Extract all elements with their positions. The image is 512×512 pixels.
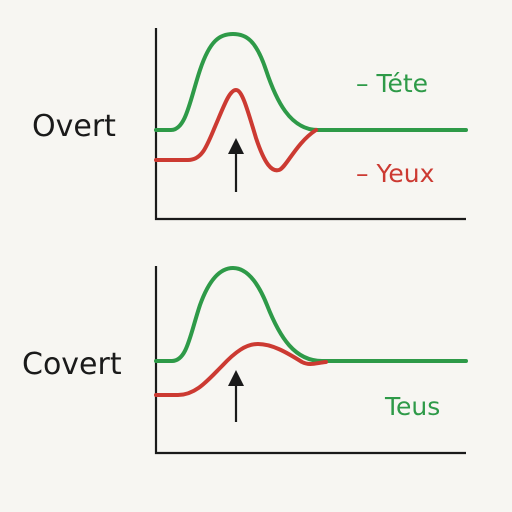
panel-label-covert: Covert [22, 347, 122, 382]
eyes-curve-covert [154, 342, 328, 397]
legend-overt: – Téte – Yeux [356, 69, 434, 188]
panel-overt: Overt – Téte – Yeux [32, 28, 468, 221]
eyes-curve-overt [154, 88, 318, 173]
stimulus-arrow-overt [228, 138, 244, 192]
axes-overt [154, 28, 466, 221]
panel-label-overt: Overt [32, 109, 116, 144]
legend-entry-eyes: – Yeux [356, 159, 434, 188]
legend-entry-head: – Téte [356, 69, 428, 98]
stimulus-arrow-covert [228, 370, 244, 422]
legend-covert: Teus [384, 392, 440, 421]
panel-covert: Covert Teus [22, 266, 468, 455]
head-curve-covert [154, 266, 468, 363]
legend-entry-covert: Teus [384, 392, 440, 421]
axes-covert [154, 266, 466, 455]
head-curve-overt [154, 32, 468, 132]
